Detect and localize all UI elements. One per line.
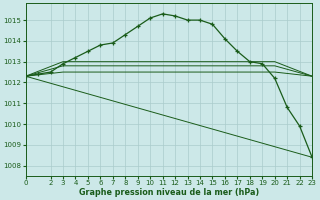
X-axis label: Graphe pression niveau de la mer (hPa): Graphe pression niveau de la mer (hPa) — [79, 188, 259, 197]
